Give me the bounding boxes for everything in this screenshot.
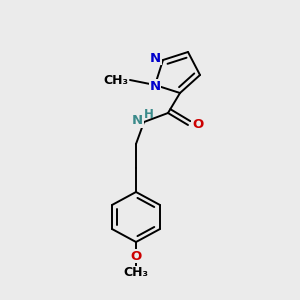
Text: N: N [149, 80, 161, 92]
Text: CH₃: CH₃ [124, 266, 148, 280]
Text: N: N [150, 52, 161, 64]
Text: H: H [144, 109, 154, 122]
Text: O: O [130, 250, 142, 262]
Text: CH₃: CH₃ [103, 74, 128, 86]
Text: N: N [132, 115, 143, 128]
Text: O: O [192, 118, 203, 130]
